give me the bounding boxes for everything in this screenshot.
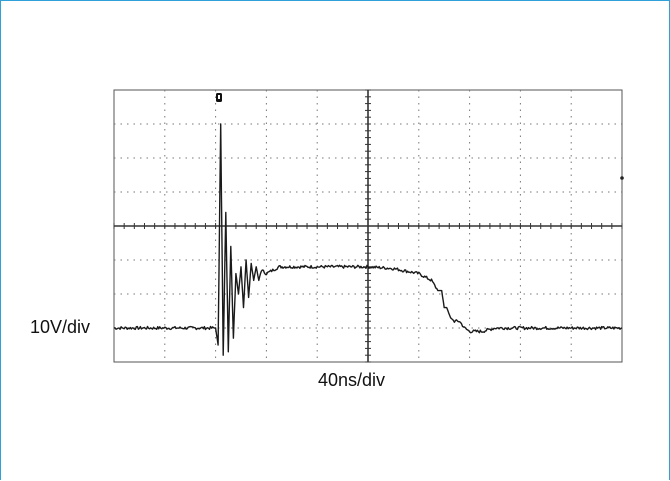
trigger-marker bbox=[216, 93, 222, 102]
channel-offset-marker bbox=[620, 176, 624, 180]
time-scale-label: 40ns/div bbox=[318, 370, 385, 391]
vertical-scale-label: 10V/div bbox=[30, 317, 90, 338]
trigger-marker-notch bbox=[218, 95, 220, 99]
offset-dot bbox=[620, 176, 624, 180]
